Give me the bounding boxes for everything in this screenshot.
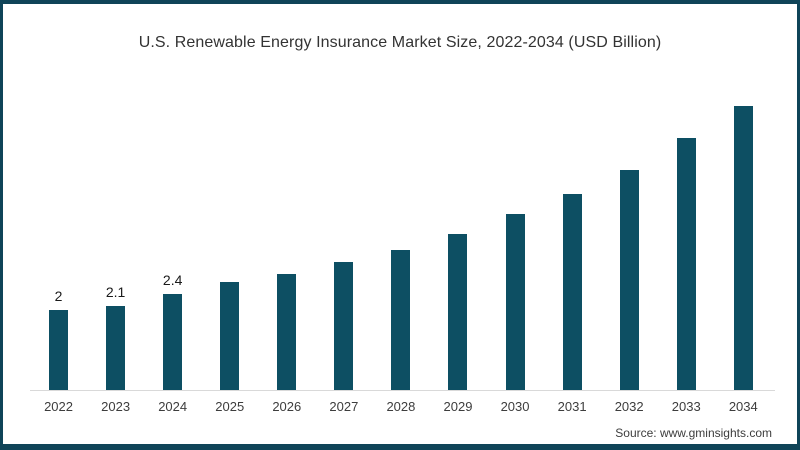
source-attribution: Source: www.gminsights.com [615,426,772,440]
x-axis-line [30,390,775,391]
bar [676,138,696,390]
bars-container: 2 2022 2.1 2023 2.4 2024 2025 2026 2027 2028 2029 2… [30,90,772,420]
bar-value-label: 2 [54,288,63,304]
x-tick-label: 2029 [443,399,473,414]
bar [334,262,354,390]
bar-column: 2033 [665,90,707,420]
bar-column: 2032 [608,90,650,420]
bar-column: 2028 [380,90,422,420]
x-tick-label: 2024 [158,399,188,414]
x-tick-label: 2022 [44,399,73,414]
bar-column: 2031 [551,90,593,420]
x-tick-label: 2030 [500,399,530,414]
bar-column: 2030 [494,90,536,420]
bar [220,282,240,390]
bar-column: 2 2022 [38,90,80,420]
bar-column: 2.4 2024 [152,90,194,420]
bar-column: 2025 [209,90,251,420]
chart-title: U.S. Renewable Energy Insurance Market S… [138,34,662,51]
bar-chart: 2 2022 2.1 2023 2.4 2024 2025 2026 2027 2028 2029 2… [30,90,775,422]
bar [733,106,753,390]
x-tick-label: 2026 [272,399,302,414]
bar [562,194,582,390]
bar-column: 2027 [323,90,365,420]
bar [49,310,69,390]
x-tick-label: 2023 [101,399,131,414]
x-tick-label: 2031 [557,399,587,414]
bar [448,234,468,390]
x-tick-label: 2033 [671,399,701,414]
bar [106,306,126,390]
x-tick-label: 2032 [614,399,644,414]
bar [391,250,411,390]
x-tick-label: 2025 [215,399,245,414]
bar-column: 2026 [266,90,308,420]
bar [277,274,297,390]
bar [163,294,183,390]
bar-value-label: 2.4 [162,272,183,288]
bar-column: 2.1 2023 [95,90,137,420]
bar [505,214,525,390]
bar-column: 2034 [722,90,764,420]
bar [619,170,639,390]
bar-value-label: 2.1 [105,284,126,300]
x-tick-label: 2028 [386,399,416,414]
bar-column: 2029 [437,90,479,420]
x-tick-label: 2034 [728,399,758,414]
x-tick-label: 2027 [329,399,359,414]
